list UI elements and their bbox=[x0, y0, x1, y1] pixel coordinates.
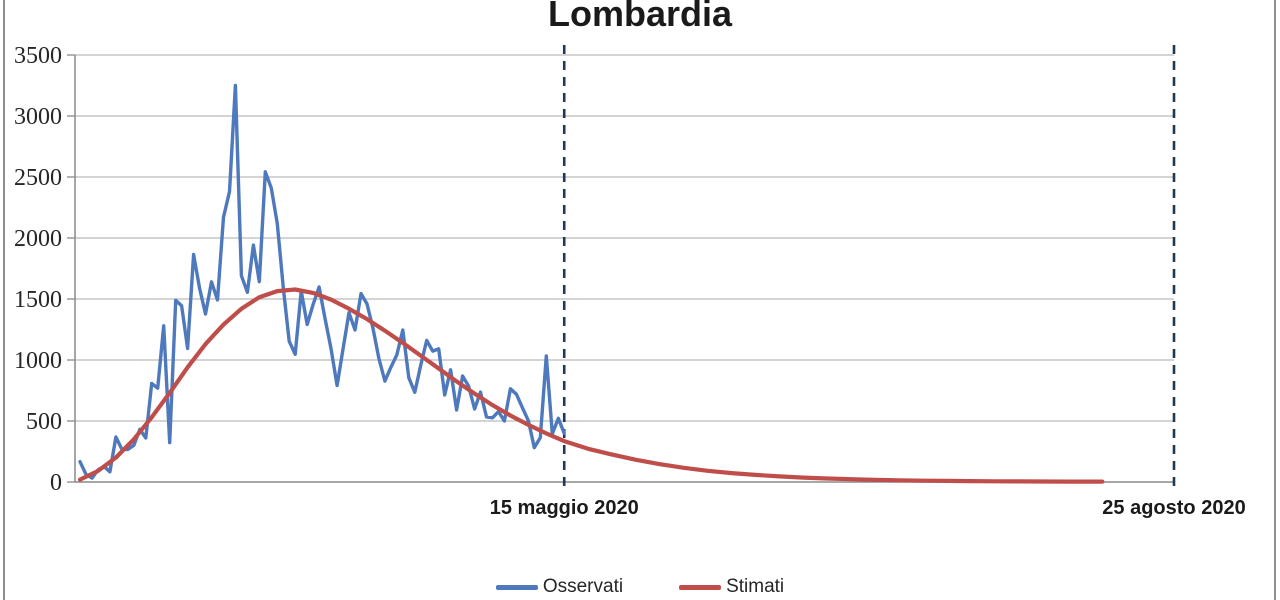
frame-left-border bbox=[3, 0, 5, 600]
y-tick-label: 2500 bbox=[14, 165, 62, 191]
y-tick-label: 1500 bbox=[14, 287, 62, 313]
y-tick-label: 2000 bbox=[14, 226, 62, 252]
stimati-line-swatch bbox=[679, 584, 722, 590]
osservati-line-swatch bbox=[495, 584, 538, 590]
chart-legend: Osservati Stimati bbox=[0, 576, 1280, 598]
legend-label-stimati: Stimati bbox=[726, 576, 785, 597]
y-tick-label: 0 bbox=[50, 470, 62, 496]
estimated-series-line bbox=[77, 287, 1105, 484]
marker-date-label: 25 agosto 2020 bbox=[1102, 497, 1245, 519]
frame-right-border bbox=[1274, 0, 1276, 600]
y-tick-label: 3000 bbox=[14, 104, 62, 130]
y-tick-label: 500 bbox=[26, 409, 62, 435]
marker-date-label: 15 maggio 2020 bbox=[490, 497, 639, 519]
legend-item-osservati: Osservati bbox=[495, 576, 624, 598]
y-tick-label: 1000 bbox=[14, 348, 62, 374]
legend-item-stimati: Stimati bbox=[679, 576, 784, 598]
legend-label-osservati: Osservati bbox=[542, 576, 624, 597]
observed-series-line bbox=[78, 83, 566, 480]
y-tick-label: 3500 bbox=[14, 43, 62, 69]
chart-title: Lombardia bbox=[547, 0, 733, 34]
